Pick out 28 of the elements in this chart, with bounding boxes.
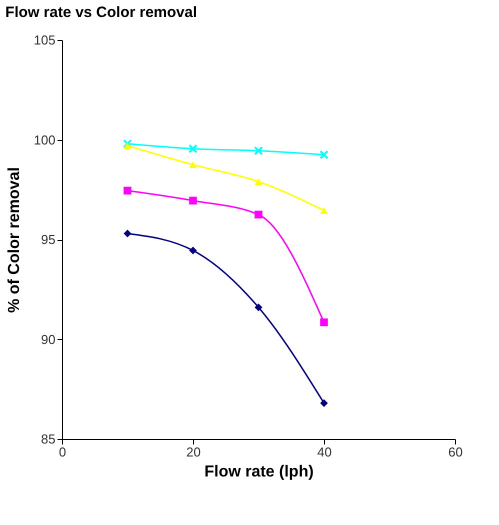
point bbox=[124, 230, 132, 238]
point bbox=[254, 178, 262, 185]
y-tick-label: 105 bbox=[34, 32, 56, 48]
point bbox=[254, 303, 262, 312]
y-tick-label: 95 bbox=[41, 232, 56, 247]
x-axis-title: Flow rate (lph) bbox=[204, 464, 314, 480]
chart-title: Flow rate vs Color removal bbox=[5, 4, 198, 21]
point bbox=[254, 146, 264, 156]
point bbox=[188, 144, 198, 154]
point bbox=[320, 399, 328, 407]
point bbox=[320, 318, 328, 326]
x-tick-label: 60 bbox=[448, 444, 463, 460]
point bbox=[124, 142, 132, 150]
x-tick-label: 20 bbox=[186, 444, 201, 460]
point bbox=[189, 196, 197, 204]
point bbox=[189, 246, 197, 254]
point bbox=[122, 139, 132, 148]
point bbox=[320, 207, 328, 214]
y-tick-label: 85 bbox=[41, 432, 56, 446]
x-tick-label: 40 bbox=[317, 444, 332, 460]
point bbox=[319, 150, 329, 160]
point bbox=[189, 161, 197, 168]
y-tick-label: 100 bbox=[34, 132, 56, 148]
point bbox=[254, 210, 262, 218]
point bbox=[124, 186, 132, 194]
x-tick-label: 0 bbox=[58, 444, 66, 460]
y-axis-title: % of Color removal bbox=[6, 167, 23, 313]
y-tick-label: 90 bbox=[41, 332, 56, 347]
